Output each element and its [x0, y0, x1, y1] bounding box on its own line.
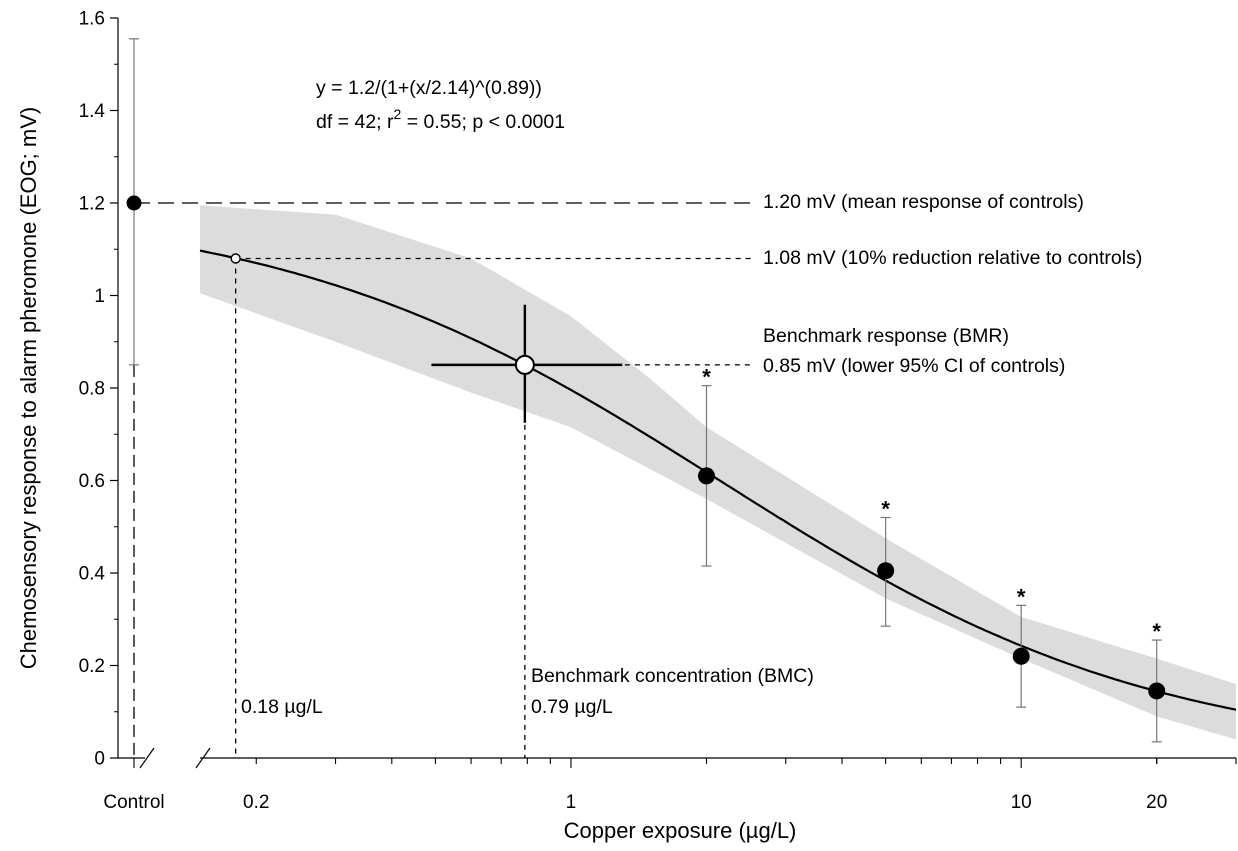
- x-tick-label-control: Control: [103, 792, 164, 813]
- bmc-marker: [514, 354, 535, 375]
- significance-asterisk: *: [1017, 584, 1026, 609]
- y-tick-label: 0.8: [79, 379, 105, 400]
- confidence-band-area: [200, 205, 1236, 740]
- y-tick-label: 0.4: [79, 564, 106, 585]
- x-tick-label: 1: [566, 792, 577, 813]
- axes: 0 0.2 0.4 0.6 0.8 1 1.2 1.4 1.6 0.2 1 10 20: [79, 9, 1237, 813]
- data-point: [1148, 682, 1166, 700]
- y-axis-title: Chemosensory response to alarm pheromone…: [16, 107, 41, 669]
- y-tick-label: 1.4: [79, 101, 106, 122]
- ten-percent-label: 1.08 mV (10% reduction relative to contr…: [763, 247, 1142, 269]
- axis-break-mark: [139, 747, 155, 769]
- fit-curve-group: [199, 249, 1237, 711]
- ec10-marker: [230, 253, 241, 264]
- data-point: [1012, 647, 1030, 665]
- y-tick-label: 0.6: [79, 471, 105, 492]
- bmr-label-line1: Benchmark response (BMR): [763, 325, 1009, 347]
- confidence-band: [200, 205, 1236, 740]
- bmr-label-line2: 0.85 mV (lower 95% CI of controls): [763, 355, 1065, 377]
- data-points: * * * *: [126, 38, 1166, 743]
- x-tick-label: 20: [1146, 792, 1167, 813]
- x-axis-title: Copper exposure (µg/L): [564, 818, 797, 843]
- fit-stats-suffix: = 0.55; p < 0.0001: [401, 111, 565, 133]
- fit-statistics: df = 42; r2 = 0.55; p < 0.0001: [316, 106, 565, 133]
- data-point: [877, 562, 895, 580]
- significance-asterisk: *: [881, 497, 890, 522]
- ec10-label: 0.18 µg/L: [241, 696, 323, 718]
- data-point: [697, 467, 715, 485]
- y-tick-label: 0: [94, 749, 105, 770]
- control-mean-label: 1.20 mV (mean response of controls): [763, 191, 1084, 213]
- y-tick-label: 1.2: [79, 194, 105, 215]
- y-tick-label: 1: [94, 286, 105, 307]
- y-tick-label: 1.6: [79, 9, 105, 30]
- significance-asterisk: *: [1152, 619, 1161, 644]
- y-tick-label: 0.2: [79, 656, 105, 677]
- fit-stats-superscript: 2: [394, 106, 402, 122]
- control-point: [126, 195, 142, 211]
- significance-asterisk: *: [702, 365, 711, 390]
- x-tick-label: 0.2: [243, 792, 269, 813]
- fit-stats-prefix: df = 42; r: [316, 111, 394, 133]
- bmc-label-line1: Benchmark concentration (BMC): [531, 665, 814, 687]
- bmc-label-line2: 0.79 µg/L: [531, 696, 613, 718]
- reference-lines: [133, 202, 752, 758]
- fit-curve: [199, 249, 1237, 711]
- x-tick-label: 10: [1011, 792, 1032, 813]
- annotations: Copper exposure (µg/L) Chemosensory resp…: [16, 77, 1142, 843]
- axis-break-mark: [195, 747, 211, 769]
- fit-equation: y = 1.2/(1+(x/2.14)^(0.89)): [316, 77, 542, 99]
